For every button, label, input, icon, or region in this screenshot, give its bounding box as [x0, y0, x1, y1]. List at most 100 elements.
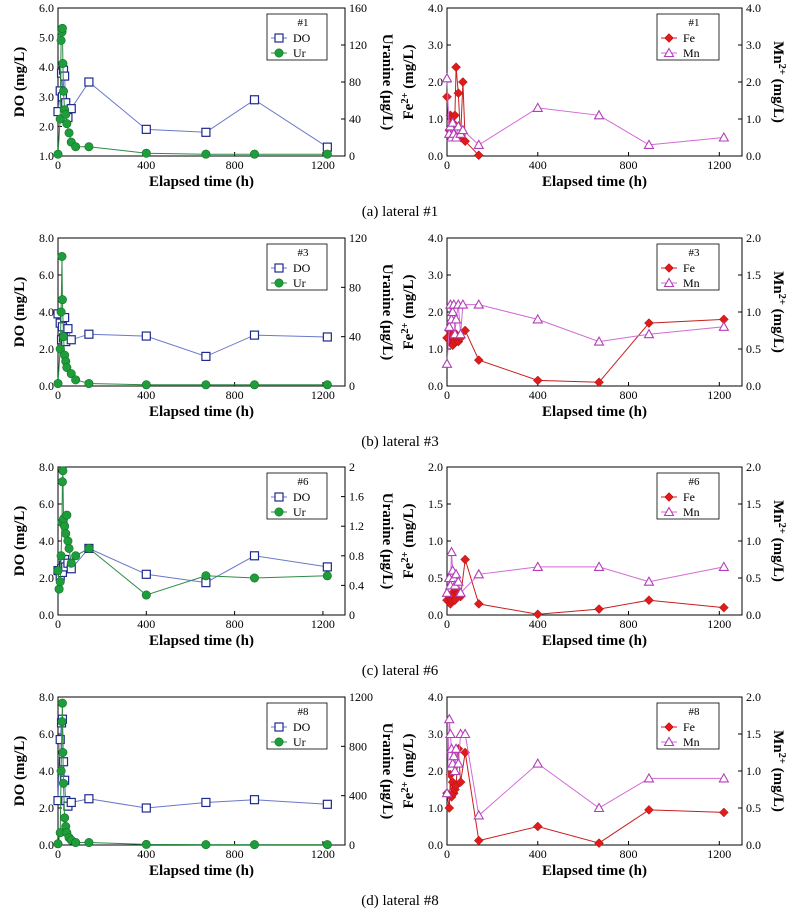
y-left-tick-label: 5.0 [39, 31, 54, 45]
legend-label-mn: Mn [683, 276, 700, 290]
chart-lateral8-fe-mn: 0 400 800 1200 0.0 1.0 2.0 3.0 4.0 0.0 0.5 1.0 1.5 2.… [400, 690, 788, 879]
data-point-ur [53, 566, 63, 576]
y-left-tick-label: 3.0 [428, 727, 443, 741]
data-point-mn [718, 131, 730, 142]
y-left-tick-label: 0.0 [428, 838, 443, 852]
data-point-fe [532, 609, 543, 620]
x-tick-label: 1200 [707, 158, 731, 172]
data-point-fe [644, 318, 654, 328]
y-right-tick-label: 40 [349, 330, 361, 344]
data-point-ur [62, 510, 72, 520]
label-part: Mn [770, 271, 786, 294]
y-left-tick-label: 2.0 [39, 342, 54, 356]
data-point-ur [55, 344, 65, 354]
series-line-mn [446, 78, 724, 146]
data-point-ur [141, 590, 151, 600]
y-left-tick-label: 0.0 [39, 608, 54, 622]
y-right-tick-label: 1.0 [746, 305, 761, 319]
data-point-ur [141, 839, 151, 849]
data-point-ur [322, 149, 332, 159]
legend-label-mn: Mn [683, 735, 700, 749]
x-tick-label: 800 [620, 617, 638, 631]
x-tick-label: 400 [137, 388, 155, 402]
data-point-mn [532, 313, 544, 324]
legend-label-do: DO [293, 720, 311, 734]
data-point-fe [473, 835, 484, 846]
data-point-ur [61, 529, 71, 539]
data-point-ur [63, 536, 73, 546]
data-point-do [141, 569, 151, 579]
y-right-tick-label: 0 [349, 379, 355, 393]
x-tick-label: 0 [55, 847, 61, 861]
x-tick-label: 1200 [311, 388, 335, 402]
data-point-ur [58, 466, 68, 476]
data-point-mn [452, 576, 464, 586]
data-point-mn [473, 568, 485, 579]
data-point-do [249, 551, 260, 561]
data-point-ur [62, 119, 72, 129]
y-left-tick-label: 4.0 [428, 1, 443, 15]
data-point-mn [593, 802, 605, 813]
legend-swatch-marker [274, 492, 284, 502]
data-point-ur [66, 558, 76, 568]
legend-title: #8 [298, 706, 310, 718]
legend-title: #1 [689, 17, 700, 29]
data-point-ur [57, 717, 67, 727]
y-left-axis-title: Fe2+ (mg/L) [400, 734, 418, 809]
data-point-mn [452, 120, 464, 131]
y-left-tick-label: 3.0 [428, 268, 443, 282]
y-left-tick-label: 4.0 [39, 60, 54, 74]
data-point-mn [532, 757, 544, 768]
label-part: 2+ [400, 551, 411, 562]
legend-title: #6 [689, 476, 701, 488]
x-tick-label: 800 [226, 847, 244, 861]
data-point-ur [201, 149, 211, 159]
y-left-tick-label: 6.0 [39, 268, 54, 282]
data-point-ur [61, 109, 71, 119]
x-tick-label: 400 [529, 158, 547, 172]
data-point-fe [460, 136, 471, 147]
y-right-axis-title: Mn2+ (mg/L) [770, 41, 788, 123]
data-point-mn [441, 587, 453, 597]
data-point-ur [57, 477, 67, 487]
series-line-do [57, 313, 328, 357]
data-point-do [84, 794, 94, 804]
y-left-tick-label: 3.0 [428, 38, 443, 52]
data-point-ur [56, 35, 66, 45]
data-point-mn [532, 102, 544, 112]
data-point-ur [53, 839, 63, 849]
data-point-ur [249, 573, 259, 583]
y-right-tick-label: 0.0 [746, 608, 761, 622]
y-left-axis-title: Fe2+ (mg/L) [400, 45, 418, 120]
legend-swatch-marker [274, 278, 284, 288]
data-point-fe [644, 595, 654, 606]
data-point-ur [249, 149, 259, 159]
legend-swatch-marker [274, 737, 284, 747]
data-point-mn [457, 124, 469, 135]
y-right-tick-label: 0.0 [746, 149, 761, 163]
legend-swatch-marker [274, 33, 284, 43]
x-axis-title: Elapsed time (h) [149, 404, 254, 420]
legend-label-do: DO [293, 490, 311, 504]
y-right-axis-title: Mn2+ (mg/L) [770, 730, 788, 812]
y-right-tick-label: 0 [349, 838, 355, 852]
legend-title: #6 [298, 476, 310, 488]
data-point-ur [141, 380, 151, 390]
data-point-fe [594, 604, 604, 614]
label-part: (mg/L) [401, 504, 417, 552]
legend-label-mn: Mn [683, 505, 700, 519]
data-point-mn [593, 335, 605, 346]
label-part: 2+ [777, 64, 788, 75]
legend-swatch-marker [664, 492, 674, 502]
y-left-tick-label: 2.0 [39, 571, 54, 585]
legend-swatch-marker [274, 48, 284, 58]
y-right-tick-label: 80 [349, 280, 361, 294]
x-axis-title: Elapsed time (h) [542, 863, 647, 879]
x-axis-title: Elapsed time (h) [149, 174, 254, 190]
x-tick-label: 800 [226, 617, 244, 631]
data-point-ur [54, 584, 64, 594]
data-point-ur [64, 128, 74, 138]
data-point-mn [643, 139, 655, 149]
